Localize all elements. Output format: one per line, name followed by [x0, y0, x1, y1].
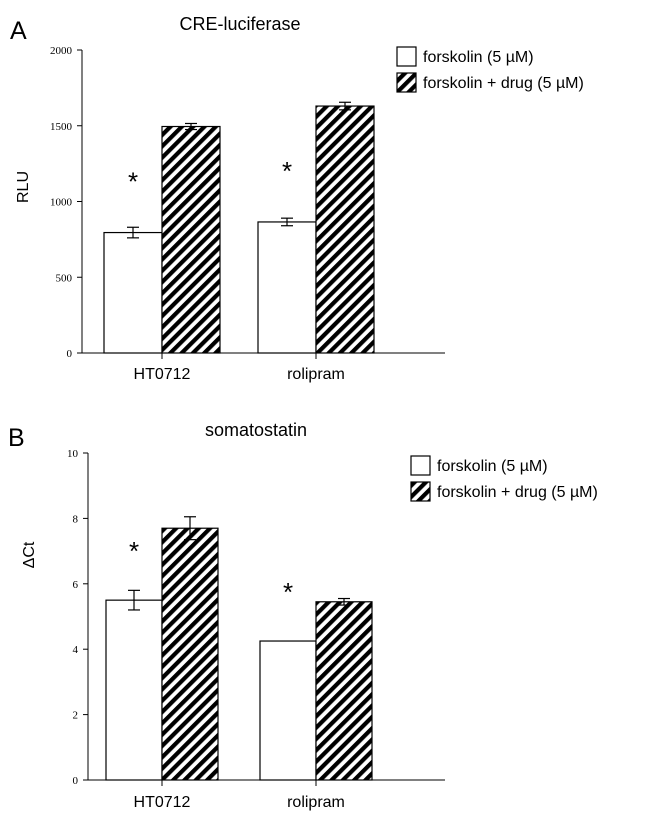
y-tick-label: 8 [73, 513, 79, 525]
legend-swatch [396, 72, 417, 93]
y-tick-label: 1500 [50, 121, 73, 133]
panel-a-plot-area: 0 500 1000 1500 2000 HT0712 rolipram * * forskoli… [50, 45, 584, 383]
y-tick-label: 4 [73, 644, 79, 656]
panel-b-title: somatostatin [205, 420, 307, 440]
panel-a: A CRE-luciferase RLU 0 500 1000 1500 2000 HT0… [10, 14, 584, 383]
legend-label: forskolin (5 µM) [423, 49, 534, 66]
bar-forskolin-drug [315, 105, 375, 354]
y-tick-label: 2 [73, 710, 79, 722]
x-category-label: rolipram [287, 366, 345, 383]
legend-label: forskolin + drug (5 µM) [437, 484, 598, 501]
y-tick-label: 1000 [50, 197, 73, 209]
y-tick-label: 0 [67, 348, 73, 360]
y-tick-label: 10 [67, 448, 79, 460]
legend-label: forskolin + drug (5 µM) [423, 75, 584, 92]
bar-forskolin-drug [315, 601, 373, 781]
y-tick-label: 500 [56, 272, 73, 284]
x-category-label: rolipram [287, 794, 345, 811]
y-tick-label: 6 [73, 579, 79, 591]
significance-star: * [283, 577, 293, 607]
y-tick-label: 0 [73, 775, 79, 787]
panel-b-plot-area: 0 2 4 6 8 10 HT0712 rolipram * * forskolin (5 µM) f… [67, 448, 598, 811]
bar-forskolin [257, 221, 317, 354]
significance-star: * [128, 167, 138, 197]
panel-b-letter: B [8, 424, 25, 452]
panel-b: B somatostatin ΔCt 0 2 4 6 8 10 HT0712 rolipram… [8, 420, 598, 811]
significance-star: * [282, 156, 292, 186]
x-category-label: HT0712 [134, 794, 191, 811]
legend-swatch [396, 46, 417, 67]
bar-forskolin [105, 599, 163, 781]
bar-forskolin-drug [161, 125, 221, 354]
bar-forskolin-drug [161, 527, 219, 781]
panel-a-y-axis-label: RLU [15, 171, 32, 203]
legend-swatch [410, 481, 431, 502]
panel-b-y-axis-label: ΔCt [21, 541, 38, 568]
legend-label: forskolin (5 µM) [437, 458, 548, 475]
panel-a-title: CRE-luciferase [179, 14, 300, 34]
bar-forskolin [103, 231, 163, 354]
bar-forskolin [259, 640, 317, 781]
legend-swatch [410, 455, 431, 476]
x-category-label: HT0712 [134, 366, 191, 383]
panel-a-letter: A [10, 17, 27, 45]
y-tick-label: 2000 [50, 45, 73, 57]
significance-star: * [129, 536, 139, 566]
